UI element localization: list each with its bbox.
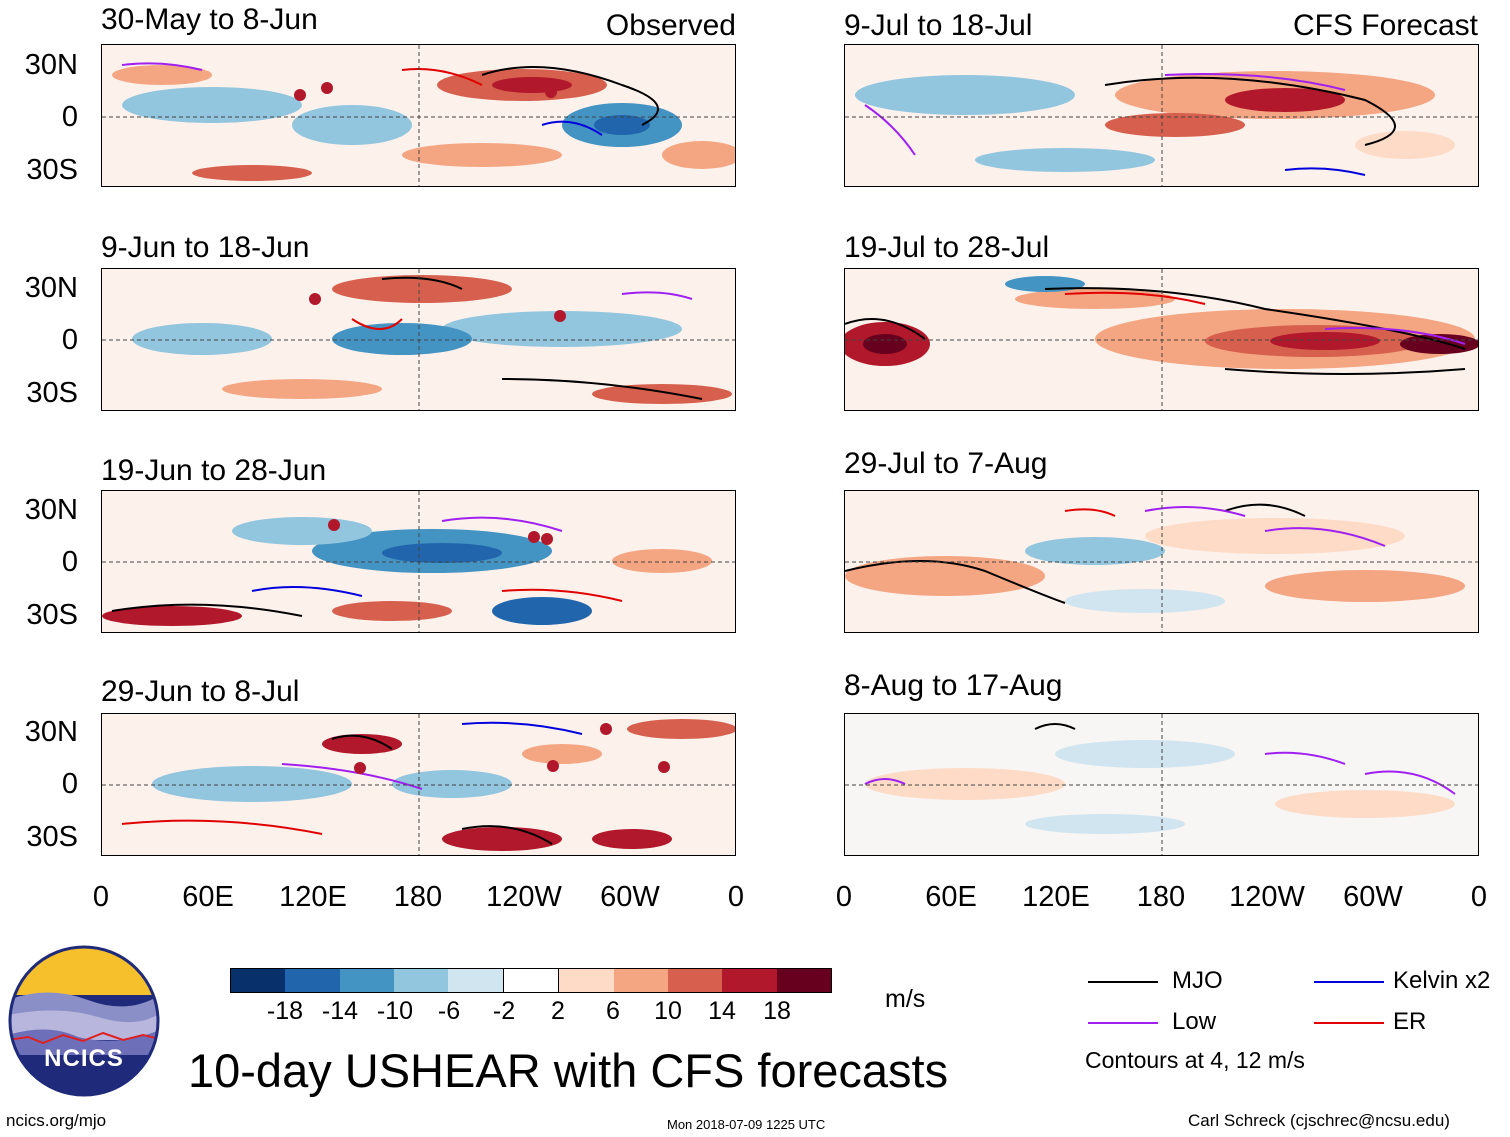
lat-label-0: 0 xyxy=(0,547,78,577)
footer-url[interactable]: ncics.org/mjo xyxy=(6,1111,106,1131)
panel-title-obs-2: 9-Jun to 18-Jun xyxy=(101,232,309,264)
legend-label-mjo: MJO xyxy=(1172,968,1223,994)
colorbar-swatch xyxy=(448,969,502,992)
legend-line-er xyxy=(1314,1022,1384,1024)
lon-label-60w: 60W xyxy=(1313,882,1433,912)
lon-label-120e: 120E xyxy=(253,882,373,912)
lon-label-180: 180 xyxy=(1101,882,1221,912)
lat-label-30s: 30S xyxy=(0,822,78,852)
lon-label-0-end: 0 xyxy=(676,882,796,912)
colorbar-swatch xyxy=(231,969,285,992)
lat-label-0: 0 xyxy=(0,325,78,355)
lon-label-120e: 120E xyxy=(996,882,1116,912)
map-fcst-4 xyxy=(844,713,1479,856)
ncics-logo: NCICS xyxy=(8,945,160,1097)
colorbar-tick: -14 xyxy=(310,998,370,1024)
legend-line-low xyxy=(1088,1022,1158,1024)
footer-timestamp: Mon 2018-07-09 1225 UTC xyxy=(667,1115,825,1135)
lat-label-30n: 30N xyxy=(0,717,78,747)
lon-label-0: 0 xyxy=(784,882,904,912)
observed-label: Observed xyxy=(536,10,736,42)
colorbar-swatch xyxy=(722,969,776,992)
colorbar-tick: -2 xyxy=(474,998,534,1024)
colorbar-swatch xyxy=(614,969,668,992)
lon-label-180: 180 xyxy=(358,882,478,912)
lat-label-30n: 30N xyxy=(0,50,78,80)
panel-title-fcst-4: 8-Aug to 17-Aug xyxy=(844,670,1062,702)
map-obs-3 xyxy=(101,490,736,633)
map-fcst-1 xyxy=(844,44,1479,187)
logo-text: NCICS xyxy=(8,1045,160,1073)
panel-title-fcst-2: 19-Jul to 28-Jul xyxy=(844,232,1049,264)
panel-title-fcst-1: 9-Jul to 18-Jul xyxy=(844,10,1032,42)
lat-label-30s: 30S xyxy=(0,378,78,408)
lat-label-0: 0 xyxy=(0,769,78,799)
panel-title-fcst-3: 29-Jul to 7-Aug xyxy=(844,448,1047,480)
colorbar-tick: 18 xyxy=(747,998,807,1024)
legend-line-mjo xyxy=(1088,981,1158,983)
colorbar-swatch xyxy=(285,969,339,992)
colorbar-swatch xyxy=(394,969,448,992)
colorbar-swatch xyxy=(559,969,613,992)
map-obs-2 xyxy=(101,268,736,411)
lon-label-120w: 120W xyxy=(464,882,584,912)
legend-note: Contours at 4, 12 m/s xyxy=(1085,1047,1305,1073)
lon-label-60e: 60E xyxy=(148,882,268,912)
lon-label-0: 0 xyxy=(41,882,161,912)
colorbar-tick: 6 xyxy=(583,998,643,1024)
colorbar-swatch xyxy=(668,969,722,992)
map-obs-4 xyxy=(101,713,736,856)
lat-label-30s: 30S xyxy=(0,155,78,185)
legend-line-kelvin xyxy=(1314,981,1384,983)
main-title: 10-day USHEAR with CFS forecasts xyxy=(188,1044,948,1098)
map-obs-1 xyxy=(101,44,736,187)
colorbar-tick: 10 xyxy=(638,998,698,1024)
lon-label-120w: 120W xyxy=(1207,882,1327,912)
panel-title-obs-3: 19-Jun to 28-Jun xyxy=(101,455,326,487)
colorbar xyxy=(230,968,832,993)
map-fcst-2 xyxy=(844,268,1479,411)
forecast-label: CFS Forecast xyxy=(1228,10,1478,42)
colorbar-tick: 2 xyxy=(528,998,588,1024)
colorbar-swatch xyxy=(340,969,394,992)
lat-label-30n: 30N xyxy=(0,495,78,525)
lat-label-0: 0 xyxy=(0,102,78,132)
footer-credit: Carl Schreck (cjschrec@ncsu.edu) xyxy=(1188,1111,1450,1131)
lon-label-60e: 60E xyxy=(891,882,1011,912)
lat-label-30n: 30N xyxy=(0,273,78,303)
lat-label-30s: 30S xyxy=(0,600,78,630)
colorbar-tick: -10 xyxy=(365,998,425,1024)
lon-label-0-end: 0 xyxy=(1419,882,1510,912)
panel-title-obs-4: 29-Jun to 8-Jul xyxy=(101,676,299,708)
colorbar-unit: m/s xyxy=(885,985,925,1014)
lon-label-60w: 60W xyxy=(570,882,690,912)
colorbar-tick: 14 xyxy=(692,998,752,1024)
legend-label-kelvin: Kelvin x2 xyxy=(1393,968,1490,994)
map-fcst-3 xyxy=(844,490,1479,633)
legend-label-er: ER xyxy=(1393,1009,1426,1035)
legend-label-low: Low xyxy=(1172,1009,1216,1035)
colorbar-tick: -18 xyxy=(255,998,315,1024)
panel-title-obs-1: 30-May to 8-Jun xyxy=(101,4,318,36)
colorbar-swatch xyxy=(777,969,831,992)
colorbar-tick: -6 xyxy=(419,998,479,1024)
colorbar-swatch xyxy=(503,969,559,992)
